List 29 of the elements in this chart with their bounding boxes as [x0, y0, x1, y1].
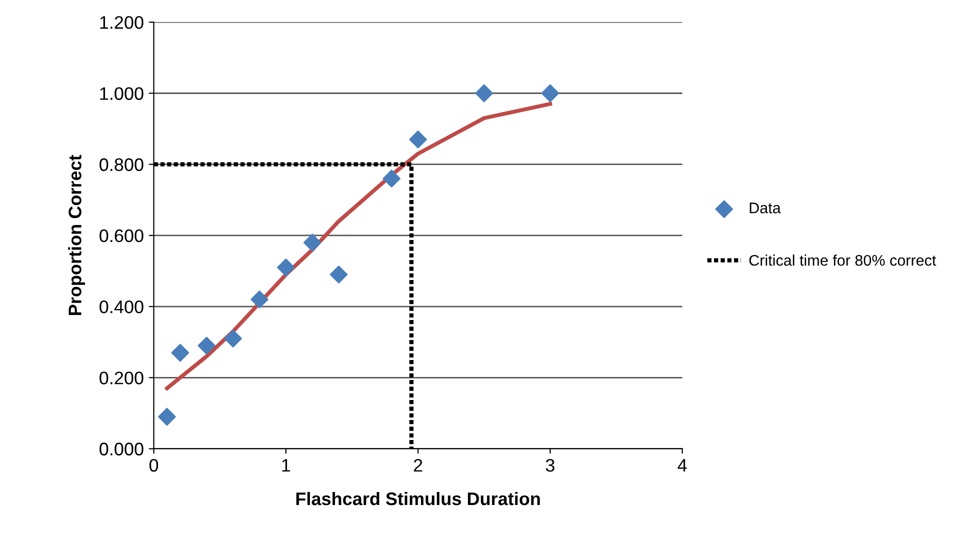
y-tick-label: 0.800 — [100, 158, 144, 172]
x-tick-label: 0 — [149, 458, 158, 472]
y-tick-label: 1.200 — [100, 16, 144, 29]
y-tick-label: 0.400 — [100, 300, 144, 314]
x-tick-label: 3 — [546, 458, 554, 472]
y-axis-title: Proportion Correct — [68, 154, 85, 315]
x-tick-label: 1 — [282, 459, 290, 472]
point — [276, 258, 295, 276]
point — [158, 408, 176, 426]
point — [409, 130, 427, 148]
y-tick-label: 1.000 — [100, 87, 144, 100]
legend-label: Data — [750, 202, 781, 214]
line-series — [165, 102, 552, 390]
point — [303, 234, 322, 252]
y-tick-label: 0.000 — [100, 442, 144, 456]
x-axis-title: Flashcard Stimulus Duration — [296, 492, 540, 506]
x-tick-label: 4 — [678, 459, 687, 472]
point — [541, 84, 560, 102]
point — [475, 84, 494, 102]
point — [198, 336, 216, 355]
legend-label: Critical time for 80% correct — [749, 254, 936, 266]
point — [382, 170, 401, 188]
point — [250, 290, 268, 308]
point — [330, 266, 348, 284]
x-tick-label: 2 — [414, 458, 422, 472]
y-tick-label: 0.200 — [100, 372, 144, 384]
point — [171, 344, 190, 362]
point — [224, 330, 242, 348]
y-tick-label: 0.600 — [100, 229, 144, 242]
